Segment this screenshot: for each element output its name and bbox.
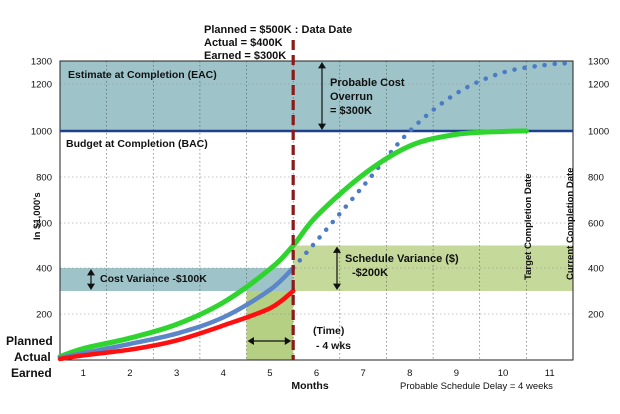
bac-label: Budget at Completion (BAC) <box>66 138 208 150</box>
x-tick-label: 7 <box>360 368 365 379</box>
arrow-head <box>318 62 326 69</box>
arrow-head <box>247 337 254 345</box>
series-actual-line <box>57 265 296 360</box>
target-completion-label: Target Completion Date <box>523 174 534 280</box>
overrun-label-3: = $300K <box>330 105 372 117</box>
x-tick-label: 5 <box>267 368 272 379</box>
arrow-head <box>333 283 341 290</box>
legend-earned: Earned <box>11 366 52 380</box>
y-tick-label-left: 1000 <box>31 127 52 138</box>
eac-band <box>60 61 573 131</box>
overrun-label-2: Overrun <box>330 91 373 103</box>
x-tick-label: 9 <box>454 368 459 379</box>
x-tick-label: 11 <box>545 368 555 379</box>
arrow-head <box>284 337 292 345</box>
x-tick-label: 3 <box>174 368 179 379</box>
time-label-1: (Time) <box>313 325 344 337</box>
x-tick-label: 8 <box>407 368 412 379</box>
arrow-head <box>87 269 95 276</box>
series-group <box>57 61 576 362</box>
schedule-variance-label-2: -$200K <box>352 267 388 279</box>
y-tick-label-right: 1300 <box>588 57 609 68</box>
x-tick-label: 6 <box>314 368 319 379</box>
y-tick-label-left: 200 <box>36 310 52 321</box>
arrow-head <box>87 283 95 290</box>
schedule-delay-label: Probable Schedule Delay = 4 weeks <box>400 381 553 392</box>
time-label-2: - 4 wks <box>316 340 351 352</box>
y-tick-label-left: 1300 <box>31 57 52 68</box>
eac-label: Estimate at Completion (EAC) <box>68 69 217 81</box>
x-tick-label: 1 <box>81 368 86 379</box>
y-tick-label-right: 200 <box>588 310 604 321</box>
series-planned-line <box>57 128 529 360</box>
overrun-label-1: Probable Cost <box>330 77 405 89</box>
y-tick-label-left: 1200 <box>31 80 52 91</box>
series-forecast-line <box>290 61 576 271</box>
y-tick-label-right: 1000 <box>588 127 609 138</box>
tick-labels: 1 2 3 4 5 6 7 8 9 10 11 200 200 400 400 600 600 800 800 100… <box>31 57 609 380</box>
arrow-head <box>318 123 326 130</box>
arrow-head <box>333 246 341 253</box>
y-tick-label-left: 600 <box>36 219 52 230</box>
x-tick-label: 4 <box>221 368 226 379</box>
y-tick-label-right: 400 <box>588 264 604 275</box>
cost-variance-label: Cost Variance -$100K <box>100 273 207 285</box>
cost-variance-band <box>60 268 294 291</box>
schedule-variance-label-1: Schedule Variance ($) <box>345 253 459 265</box>
y-tick-label-right: 600 <box>588 219 604 230</box>
legend-planned: Planned <box>6 334 53 348</box>
y-tick-label-left: 400 <box>36 264 52 275</box>
x-axis-label: Months <box>291 380 328 392</box>
annotation-arrows <box>87 62 341 345</box>
actual-value-label: Actual = $400K <box>204 37 283 49</box>
earned-value-label: Earned = $300K <box>204 50 286 62</box>
y-tick-label-right: 800 <box>588 173 604 184</box>
current-completion-label: Current Completion Date <box>565 168 576 280</box>
data-date-label: Planned = $500K : Data Date <box>204 24 352 36</box>
plot-frame <box>59 60 574 361</box>
series-earned-line <box>57 288 296 362</box>
x-tick-label: 10 <box>498 368 509 379</box>
y-tick-label-right: 1200 <box>588 80 609 91</box>
y-axis-label: In $1,000's <box>32 192 43 240</box>
legend-actual: Actual <box>14 350 51 364</box>
y-tick-label-left: 800 <box>36 173 52 184</box>
x-tick-label: 2 <box>127 368 132 379</box>
